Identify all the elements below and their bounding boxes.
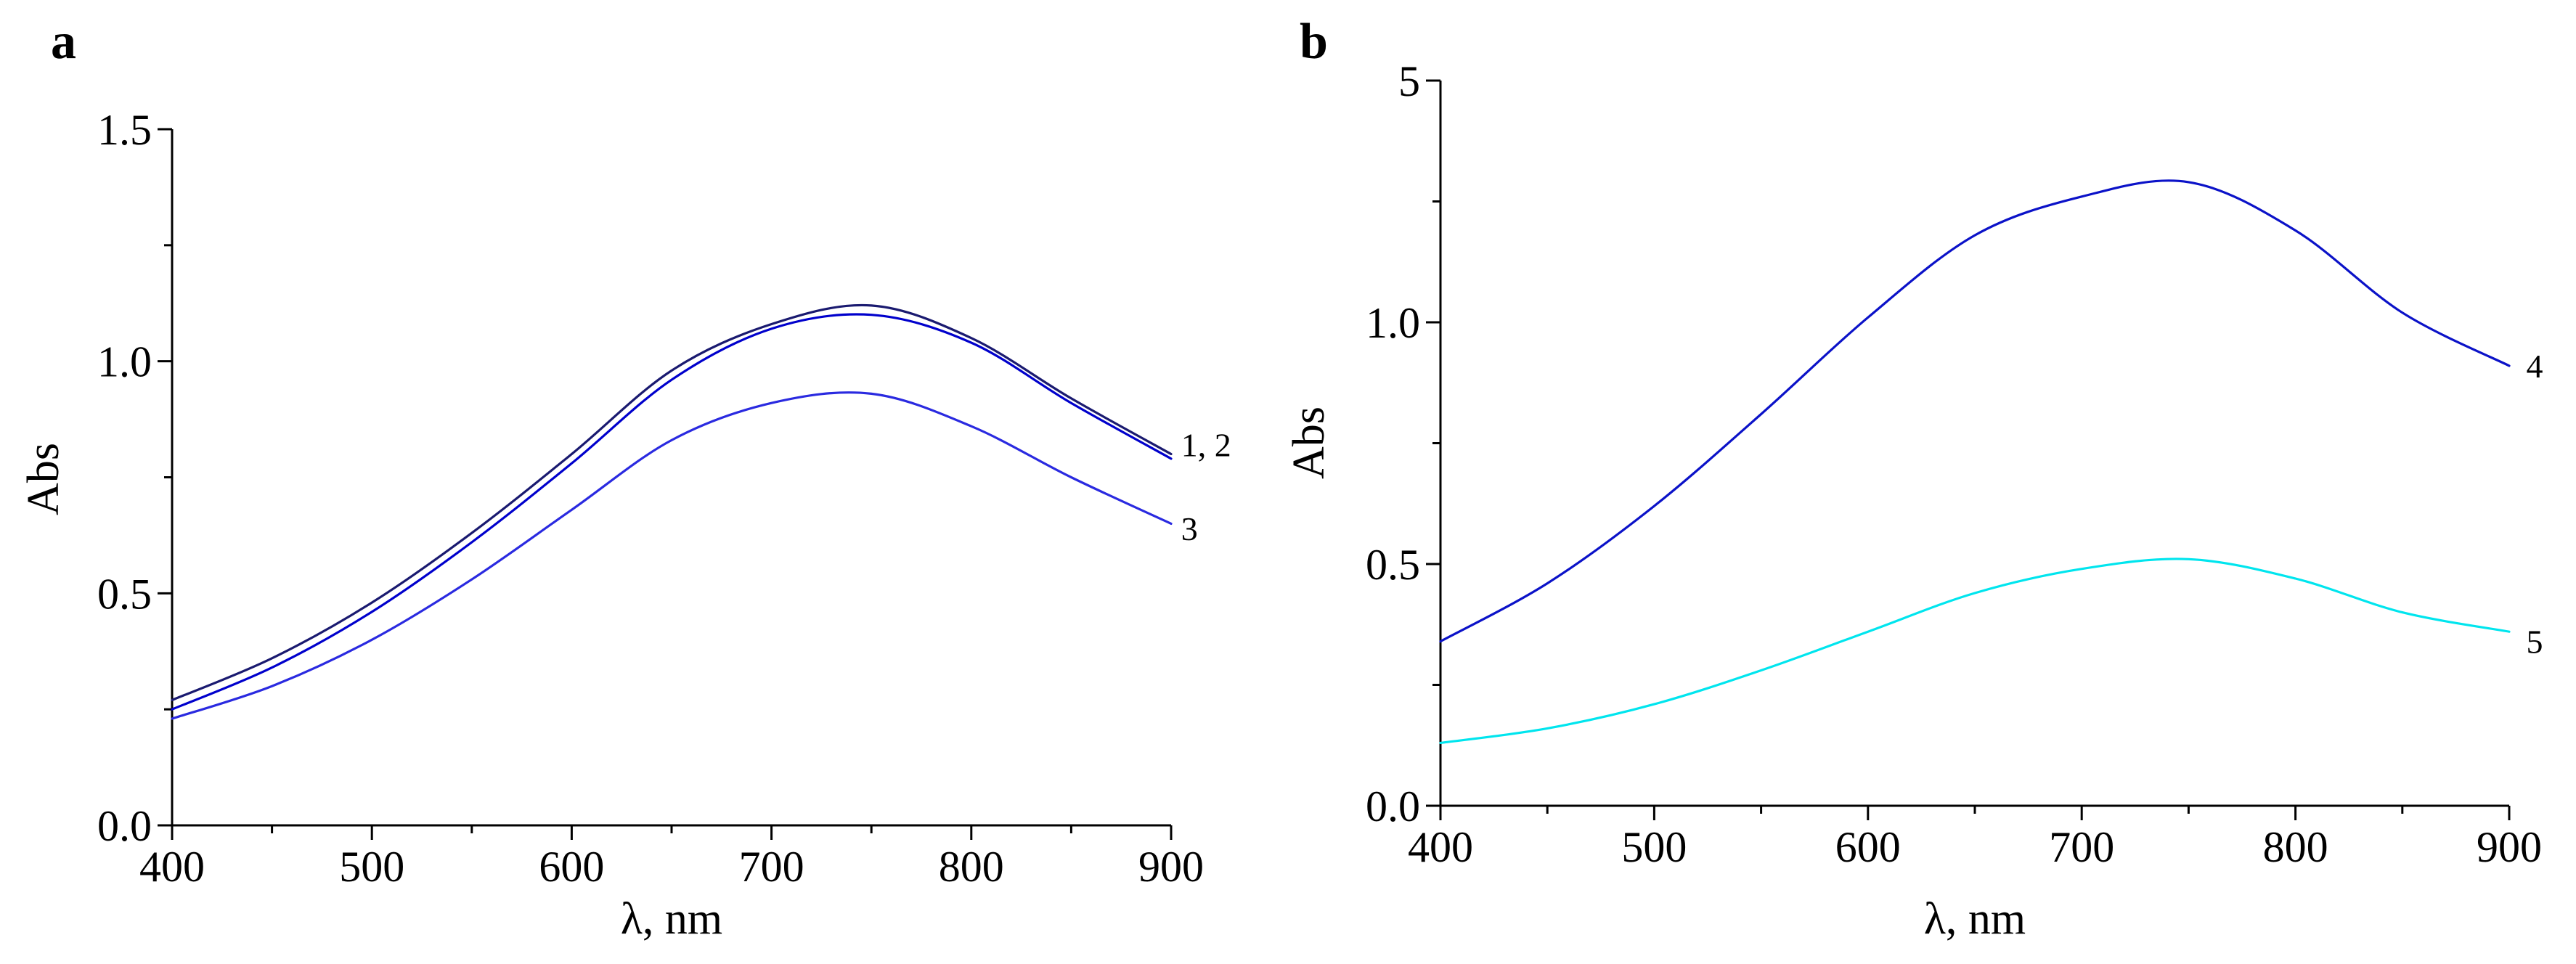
y-tick-label-a-1: 1.0	[97, 338, 152, 386]
x-tick-label-a-900: 900	[1138, 843, 1204, 891]
series-line-2	[171, 313, 1173, 711]
panel-b-label: b	[1300, 14, 1328, 70]
y-tick-label-b-0.5: 0.5	[1366, 541, 1420, 589]
panel-a-curve-labels: 1, 2 3	[1181, 427, 1231, 547]
y-tick-label-a-1.5: 1.5	[97, 106, 152, 154]
panel-b-y-axis-title: Abs	[1284, 407, 1334, 479]
panel-a-tick-labels: 400 500 600 700 800 900 0.0 0.5 1.0 1.5	[97, 106, 1204, 891]
curve-label-b-0: 4	[2527, 348, 2543, 385]
series-line-3	[171, 391, 1173, 720]
y-tick-label-b-1: 1.0	[1366, 299, 1420, 347]
y-tick-label-a-0.5: 0.5	[97, 570, 152, 618]
x-tick-label-b-500: 500	[1621, 823, 1687, 871]
panel-a-x-axis-title: λ, nm	[621, 894, 722, 944]
x-tick-label-a-700: 700	[739, 843, 804, 891]
curve-label-a-0: 1, 2	[1181, 427, 1231, 464]
x-tick-label-a-600: 600	[539, 843, 604, 891]
y-tick-label-a-0: 0.0	[97, 802, 152, 850]
panel-a-y-axis-title: Abs	[19, 443, 68, 515]
panel-b-curve-labels: 45	[2527, 348, 2543, 661]
series-line-1	[171, 303, 1173, 701]
panel-b-tick-labels: 400 500 600 700 800 900 0.0 0.5 1.0 5	[1366, 57, 2542, 871]
x-tick-label-a-800: 800	[939, 843, 1004, 891]
series-line-5	[1439, 557, 2511, 744]
panel-b-series	[1439, 179, 2511, 744]
x-tick-label-b-700: 700	[2049, 823, 2114, 871]
x-tick-label-b-800: 800	[2263, 823, 2328, 871]
x-tick-label-b-600: 600	[1835, 823, 1901, 871]
curve-label-b-1: 5	[2527, 624, 2543, 661]
panel-b-axis-lines	[1439, 81, 2509, 807]
panel-b-x-axis-title: λ, nm	[1924, 894, 2026, 944]
y-tick-label-b-0: 0.0	[1366, 783, 1420, 830]
x-tick-label-a-500: 500	[339, 843, 404, 891]
panel-a: a 400 500 600 700 800 900 0.0 0.5 1.0 1.5 1, 2 3 λ…	[19, 14, 1231, 944]
x-tick-label-b-400: 400	[1408, 823, 1473, 871]
panel-a-axis-lines	[171, 129, 1171, 827]
curve-label-a-1: 3	[1181, 510, 1198, 547]
y-tick-label-b-1.5: 5	[1398, 57, 1420, 105]
panel-a-ticks	[158, 128, 1173, 840]
panel-b-ticks	[1426, 79, 2511, 820]
panel-a-series	[171, 303, 1173, 720]
x-tick-label-a-400: 400	[139, 843, 205, 891]
panel-a-label: a	[51, 14, 76, 70]
series-line-4	[1439, 179, 2511, 643]
x-tick-label-b-900: 900	[2477, 823, 2542, 871]
